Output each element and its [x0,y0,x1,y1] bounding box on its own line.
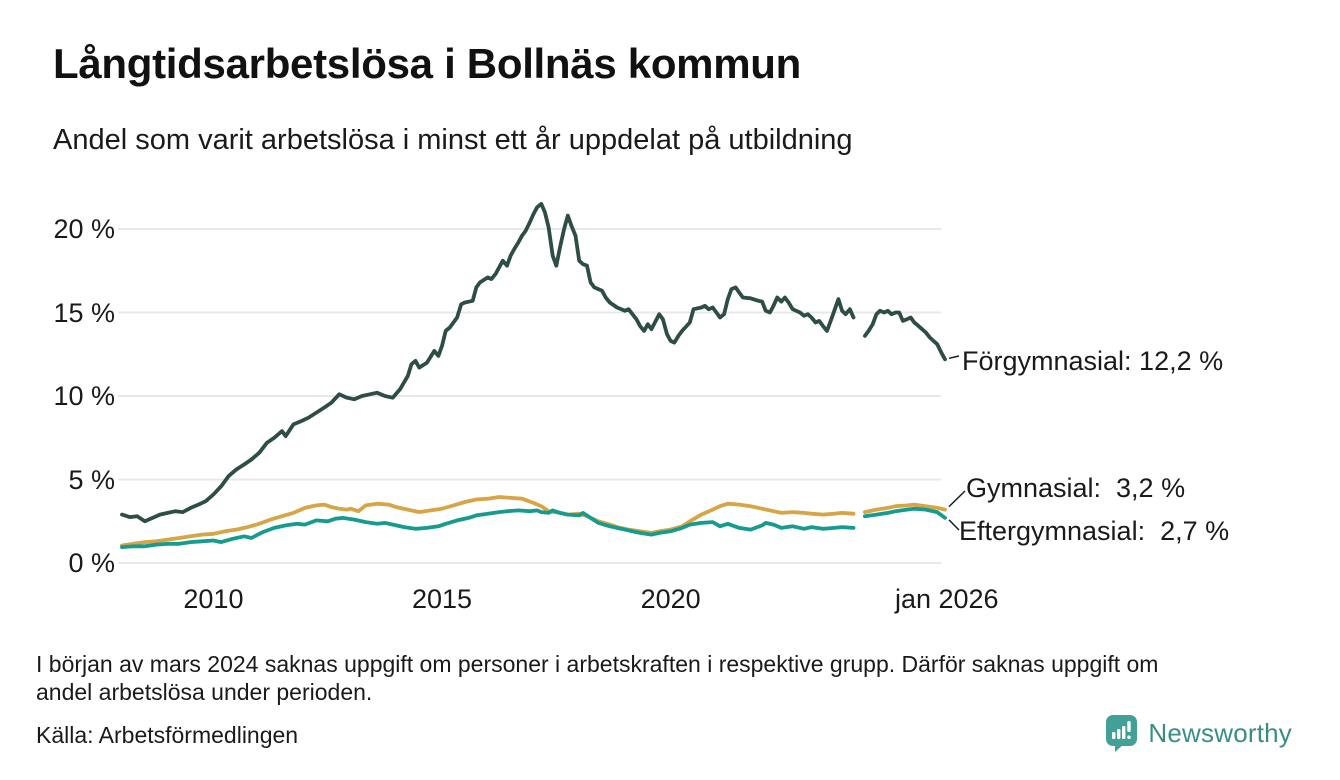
footnote-line-2: andel arbetslösa under perioden. [36,679,373,705]
x-axis-tick-jan-2026: jan 2026 [894,584,999,614]
y-axis-tick-10: 10 % [53,381,115,411]
series-line-förgymnasial [120,202,947,524]
page-title: Långtidsarbetslösa i Bollnäs kommun [53,40,801,87]
newsworthy-icon [1106,715,1138,752]
series-label-gymnasial: Gymnasial: 3,2 % [966,473,1186,503]
newsworthy-logo: Newsworthy [1105,714,1292,753]
x-axis-tick-2020: 2020 [640,584,701,614]
series-line-eftergymnasial [120,506,947,549]
label-connector-förgymnasial [948,355,960,360]
series-label-forgymnasial: Förgymnasial: 12,2 % [962,346,1224,376]
x-axis-tick-2015: 2015 [411,584,473,614]
page-subtitle: Andel som varit arbetslösa i minst ett å… [53,124,853,156]
source-attribution: Källa: Arbetsförmedlingen [36,722,299,748]
y-axis-tick-20: 20 % [53,214,115,244]
x-axis-tick-2010: 2010 [183,584,244,614]
footnote-line-1: I början av mars 2024 saknas uppgift om … [36,651,1159,677]
newsworthy-wordmark: Newsworthy [1148,718,1292,748]
y-axis-tick-15: 15 % [53,297,115,328]
label-connector-eftergymnasial [948,519,960,531]
label-connector-gymnasial [948,490,966,508]
y-axis-tick-0: 0 % [68,548,115,578]
footnote: I början av mars 2024 saknas uppgift om … [36,650,1158,706]
series-label-eftergymnasial: Eftergymnasial: 2,7 % [959,516,1230,546]
series-line-gymnasial [120,495,947,548]
y-axis-tick-5: 5 % [68,464,115,495]
